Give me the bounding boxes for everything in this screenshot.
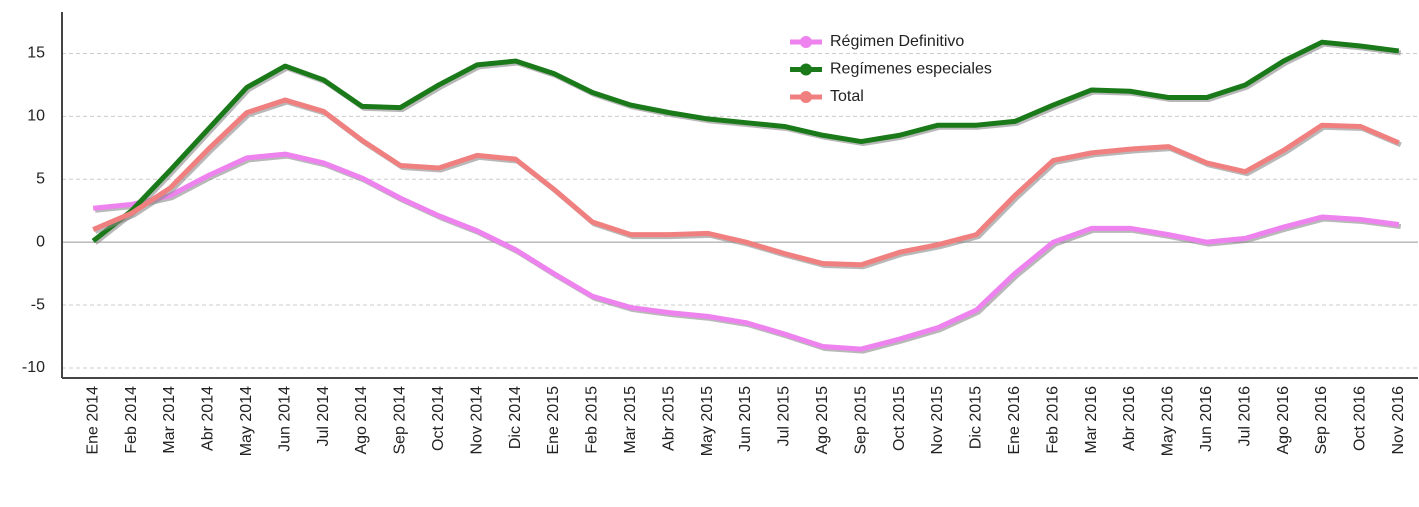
x-tick-label: Nov 2015 <box>929 386 946 455</box>
x-tick-label: Sep 2014 <box>392 386 409 455</box>
y-tick-label: 0 <box>36 233 45 250</box>
x-tick-label: Nov 2014 <box>468 386 485 455</box>
x-tick-label: Ene 2014 <box>84 386 101 455</box>
x-tick-label: Abr 2016 <box>1121 386 1138 451</box>
x-tick-label: Nov 2016 <box>1390 386 1407 455</box>
y-tick-label: -10 <box>22 359 45 376</box>
legend-label: Régimen Definitivo <box>830 33 964 50</box>
x-tick-label: Jun 2014 <box>276 386 293 452</box>
y-tick-label: -5 <box>31 296 45 313</box>
y-tick-label: 5 <box>36 170 45 187</box>
line-shadow <box>93 41 1402 245</box>
x-tick-label: Jun 2015 <box>737 386 754 452</box>
legend-marker <box>800 36 812 48</box>
x-tick-label: Abr 2014 <box>200 386 217 451</box>
x-tick-label: Feb 2016 <box>1044 386 1061 454</box>
series-line <box>92 151 1400 352</box>
y-tick-label: 10 <box>27 108 45 125</box>
x-tick-label: May 2014 <box>238 386 255 456</box>
x-tick-label: May 2015 <box>699 386 716 456</box>
legend-marker <box>800 63 812 76</box>
x-tick-label: Jul 2015 <box>776 386 793 447</box>
x-tick-label: Abr 2015 <box>660 386 677 451</box>
x-tick-label: Oct 2016 <box>1352 386 1369 451</box>
x-tick-label: Sep 2016 <box>1313 386 1330 455</box>
x-tick-label: Dic 2015 <box>968 386 985 449</box>
x-tick-label: Mar 2015 <box>622 386 639 454</box>
x-tick-label: Feb 2014 <box>123 386 140 454</box>
x-tick-label: Oct 2015 <box>891 386 908 451</box>
x-tick-label: Sep 2015 <box>852 386 869 455</box>
y-tick-label: 15 <box>27 45 45 62</box>
x-tick-label: Mar 2014 <box>161 386 178 454</box>
legend-label: Regímenes especiales <box>830 61 992 78</box>
legend-label: Total <box>830 88 864 105</box>
x-tick-label: Feb 2015 <box>584 386 601 454</box>
x-tick-label: Jul 2016 <box>1236 386 1253 447</box>
series-line <box>91 39 1400 243</box>
legend-marker <box>800 91 812 103</box>
x-tick-label: Oct 2014 <box>430 386 447 451</box>
x-tick-label: Ago 2016 <box>1275 386 1292 455</box>
series-line <box>92 97 1400 268</box>
x-tick-label: Jun 2016 <box>1198 386 1215 452</box>
x-tick-label: Ene 2015 <box>545 386 562 455</box>
x-tick-label: Dic 2014 <box>507 386 524 449</box>
x-tick-label: Mar 2016 <box>1083 386 1100 454</box>
x-tick-label: Ago 2015 <box>814 386 831 455</box>
x-tick-label: Ago 2014 <box>353 386 370 455</box>
x-tick-label: Jul 2014 <box>315 386 332 447</box>
x-tick-label: May 2016 <box>1160 386 1177 456</box>
x-tick-label: Ene 2016 <box>1006 386 1023 455</box>
